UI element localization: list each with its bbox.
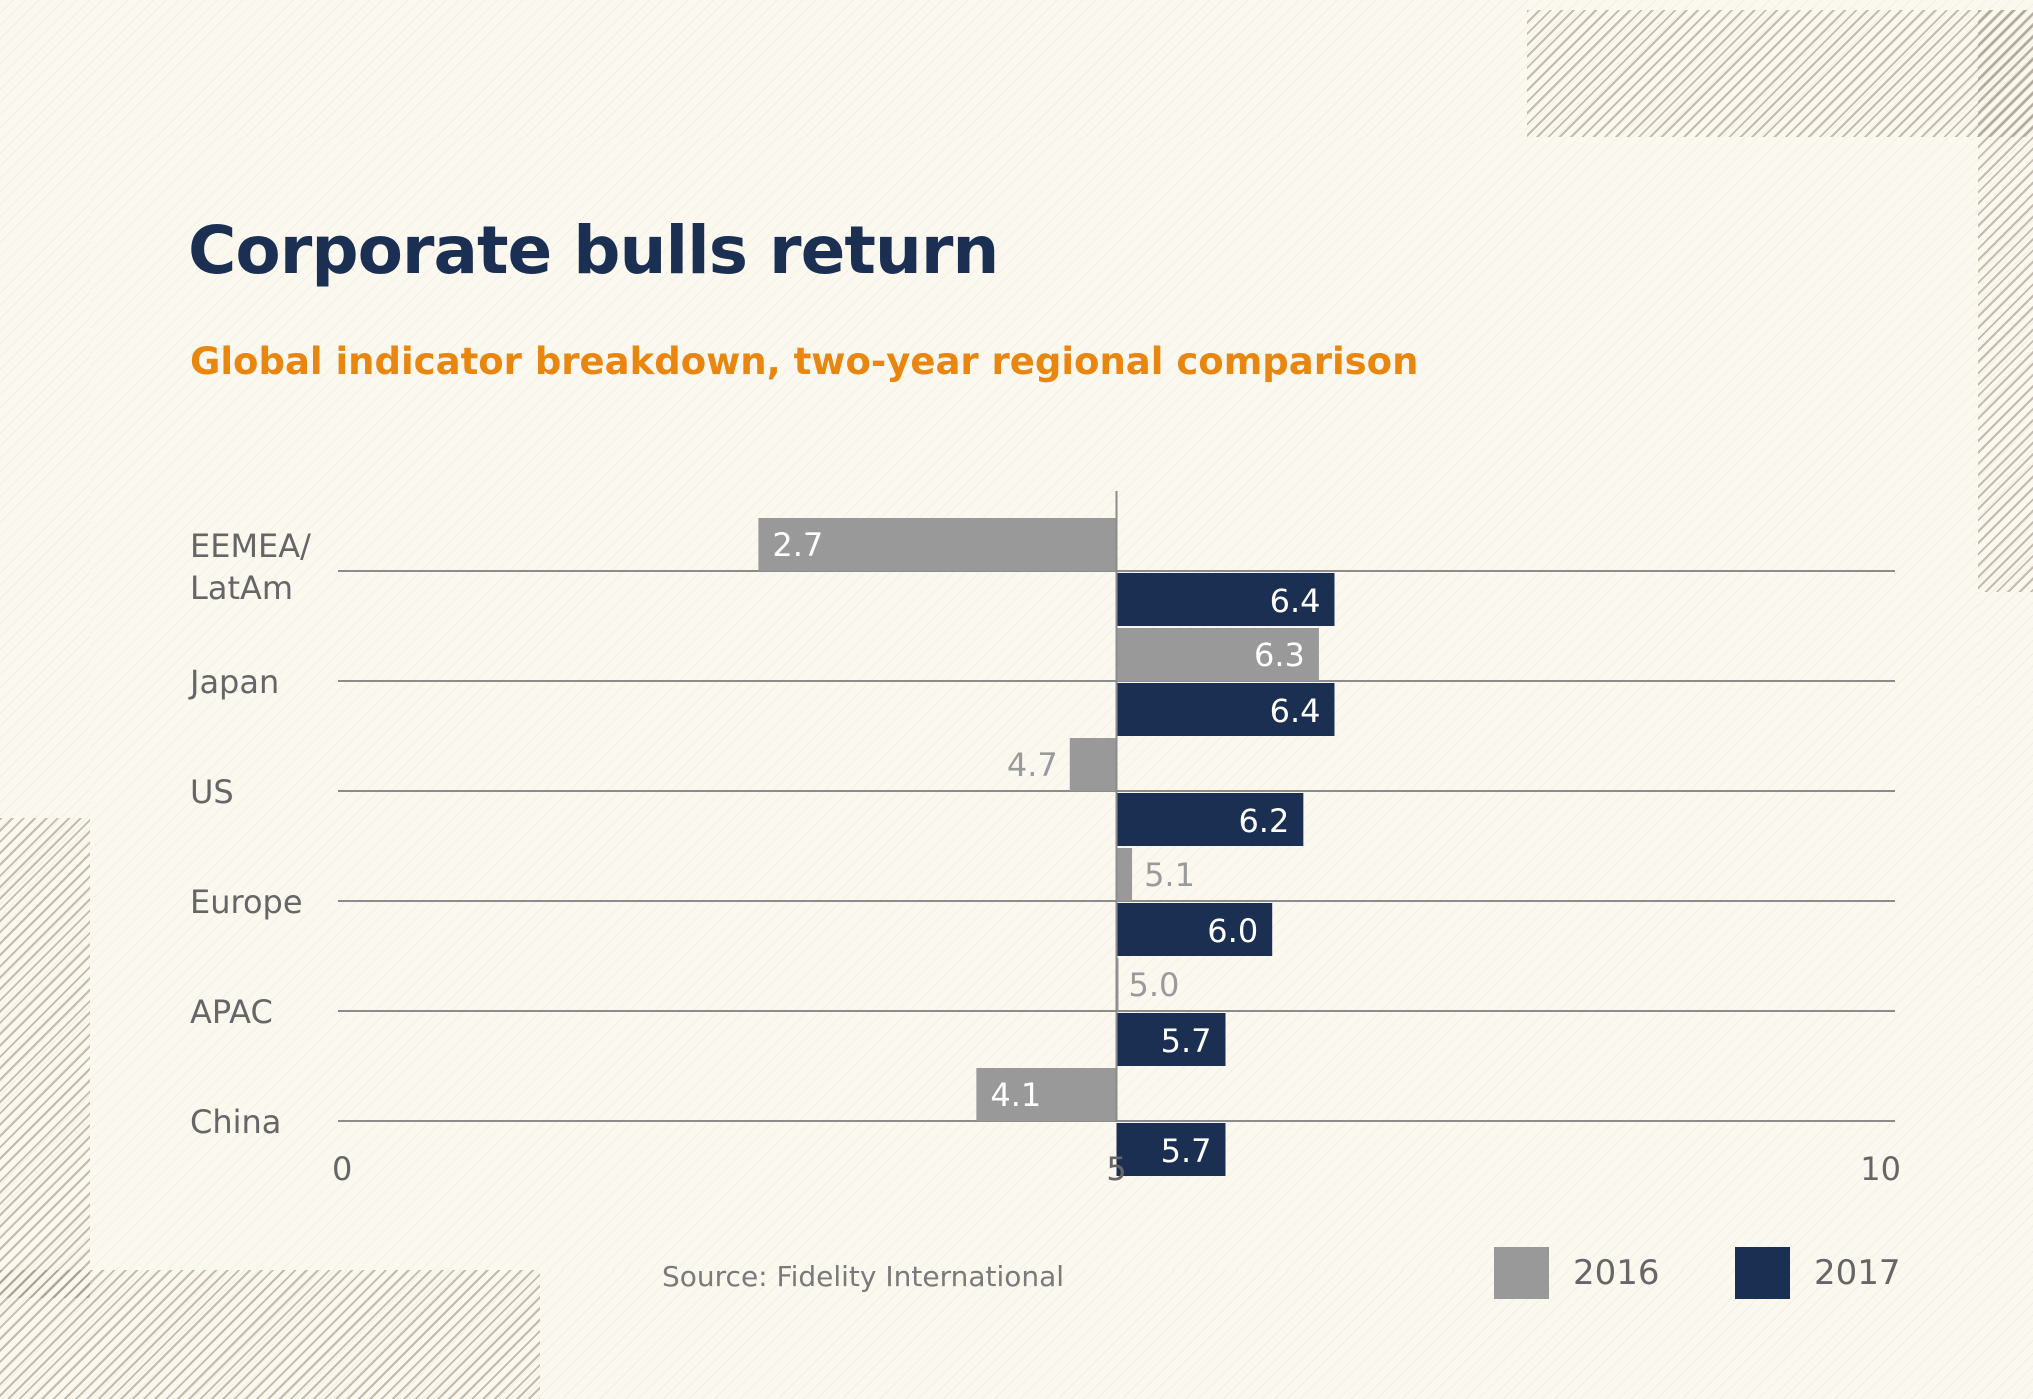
bar-2017: [1116, 793, 1304, 846]
legend-item-2017: 2017: [1735, 1247, 1901, 1299]
value-label-2017: 6.4: [1270, 582, 1321, 620]
bar-2016: [1069, 738, 1117, 791]
x-tick-label: 10: [1860, 1150, 1901, 1188]
category-label: EEMEA/LatAm: [190, 527, 311, 607]
value-label-2016: 2.7: [772, 526, 823, 564]
x-tick-label: 0: [332, 1150, 352, 1188]
bar-2016: [976, 1068, 1117, 1121]
legend-item-2016: 2016: [1494, 1247, 1660, 1299]
bar-2016: [758, 518, 1117, 571]
category-label: US: [190, 773, 234, 811]
bar-2017: [1116, 1123, 1226, 1176]
value-label-2016: 4.1: [990, 1076, 1041, 1114]
bar-2017: [1116, 573, 1335, 626]
value-label-2017: 6.4: [1270, 692, 1321, 730]
bar-2016: [1116, 848, 1133, 901]
value-label-2016: 6.3: [1254, 636, 1305, 674]
chart-title: Corporate bulls return: [188, 212, 999, 289]
category-label: APAC: [190, 993, 273, 1031]
value-label-2016: 5.1: [1144, 856, 1195, 894]
category-label: Europe: [190, 883, 303, 921]
decorative-hatch-left: [0, 818, 90, 1298]
value-label-2016: 4.7: [1007, 746, 1058, 784]
decorative-hatch-right: [1978, 10, 2033, 592]
decorative-hatch-top-right: [1527, 10, 2033, 137]
legend-label-2017: 2017: [1814, 1253, 1901, 1293]
chart-subtitle: Global indicator breakdown, two-year reg…: [190, 340, 1419, 383]
category-label: China: [190, 1103, 281, 1141]
legend-swatch-2017: [1735, 1247, 1790, 1299]
bar-2017: [1116, 1013, 1226, 1066]
value-label-2016: 5.0: [1129, 966, 1180, 1004]
value-label-2017: 6.2: [1238, 802, 1289, 840]
decorative-hatch-bottom-left: [0, 1270, 540, 1399]
category-label: Japan: [188, 663, 279, 701]
bar-2017: [1116, 903, 1273, 956]
x-tick-label: 5: [1106, 1150, 1126, 1188]
legend-swatch-2016: [1494, 1247, 1549, 1299]
legend-label-2016: 2016: [1573, 1253, 1660, 1293]
value-label-2017: 6.0: [1207, 912, 1258, 950]
bar-2017: [1116, 683, 1335, 736]
value-label-2017: 5.7: [1161, 1022, 1212, 1060]
bar-2016: [1116, 628, 1319, 681]
value-label-2017: 5.7: [1161, 1132, 1212, 1170]
source-note: Source: Fidelity International: [662, 1260, 1065, 1293]
